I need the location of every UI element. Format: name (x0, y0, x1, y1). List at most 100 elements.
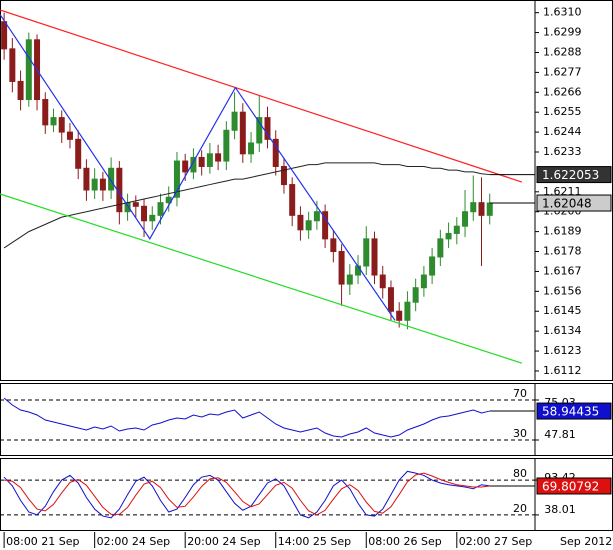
candle-body (157, 202, 164, 216)
candle-body (248, 142, 255, 155)
candle-body (141, 205, 148, 222)
candle-body (25, 39, 32, 101)
candle-body (338, 251, 345, 285)
candle-body (280, 165, 287, 186)
candle-body (346, 274, 353, 285)
candle-body (379, 274, 386, 289)
candle-body (420, 274, 427, 289)
candle-body (272, 138, 279, 167)
candle-body (206, 153, 213, 167)
value-box-label: 69.80792 (542, 479, 599, 493)
candle-body (66, 131, 73, 140)
trend-line (0, 14, 396, 321)
candle-body (396, 310, 403, 321)
level-label: 80 (513, 467, 527, 480)
candle-body (470, 202, 477, 213)
y-tick-label: 1.6255 (543, 105, 582, 118)
candle-body (182, 160, 189, 173)
candle-body (17, 80, 24, 101)
x-tick-label: 02:00 27 Sep (459, 535, 532, 548)
range-label: 47.81 (544, 428, 576, 441)
candle-body (404, 301, 411, 321)
y-tick-label: 1.6167 (543, 264, 582, 277)
candle-body (9, 48, 16, 82)
y-tick-label: 1.6178 (543, 245, 582, 258)
level-label: 70 (513, 387, 527, 400)
y-tick-label: 1.6244 (543, 125, 582, 138)
candle-body (289, 184, 296, 216)
candle-body (412, 287, 419, 303)
candle-body (478, 202, 485, 216)
candle-body (173, 160, 180, 198)
candle-body (462, 211, 469, 227)
candle-body (99, 178, 106, 191)
trend-line (0, 9, 523, 183)
candle-body (108, 167, 115, 191)
value-box-label: 58.94435 (542, 405, 599, 419)
candle-body (297, 214, 304, 231)
candle-body (149, 214, 156, 222)
candle-body (322, 211, 329, 240)
candle-body (445, 232, 452, 240)
candle-body (256, 117, 263, 144)
y-tick-label: 1.6266 (543, 85, 582, 98)
candle-body (215, 153, 222, 162)
y-tick-label: 1.6310 (543, 6, 582, 19)
y-tick-label: 1.6299 (543, 26, 582, 39)
x-tick-label: 08:00 21 Sep (6, 535, 79, 548)
candle-body (132, 202, 139, 207)
period-label: Sep 2012 (560, 535, 612, 548)
moving-average (3, 162, 490, 249)
value-box-label: 1.62048 (542, 197, 592, 211)
candle-body (223, 129, 230, 162)
x-tick-label: 20:00 24 Sep (187, 535, 260, 548)
value-box-label: 1.622053 (542, 168, 599, 182)
candle-body (363, 238, 370, 267)
y-tick-label: 1.6123 (543, 344, 582, 357)
candle-body (330, 238, 337, 253)
candle-body (198, 156, 205, 167)
y-tick-label: 1.6156 (543, 284, 582, 297)
candle-body (1, 21, 8, 50)
level-label: 20 (513, 502, 527, 515)
range-label: 38.01 (544, 503, 576, 516)
y-tick-label: 1.6189 (543, 225, 582, 238)
y-tick-label: 1.6277 (543, 65, 582, 78)
candle-body (75, 138, 82, 169)
candle-body (429, 256, 436, 276)
y-tick-label: 1.6112 (543, 364, 582, 377)
value-box (536, 477, 612, 495)
y-tick-label: 1.6134 (543, 324, 582, 337)
candle-body (437, 238, 444, 258)
candle-body (190, 156, 197, 173)
indicator-line (3, 470, 490, 519)
y-tick-label: 1.6233 (543, 145, 582, 158)
candle-body (486, 202, 493, 216)
candle-body (264, 117, 271, 140)
value-box (536, 166, 612, 184)
y-tick-label: 1.6145 (543, 304, 582, 317)
candle-body (313, 211, 320, 222)
x-tick-label: 14:00 25 Sep (278, 535, 351, 548)
candle-body (42, 99, 49, 126)
candle-body (83, 167, 90, 191)
x-tick-label: 08:00 26 Sep (368, 535, 441, 548)
value-box (536, 402, 612, 420)
y-tick-label: 1.6288 (543, 45, 582, 58)
candle-body (453, 225, 460, 234)
candle-body (371, 238, 378, 276)
candle-body (91, 178, 98, 191)
value-box (536, 194, 612, 212)
indicator-line (3, 397, 490, 438)
trend-line (0, 193, 523, 364)
candle-body (239, 111, 246, 155)
candle-body (58, 117, 65, 133)
candle-body (305, 220, 312, 231)
candle-body (231, 111, 238, 131)
indicator-line (4, 472, 490, 516)
candle-body (50, 117, 57, 126)
x-tick-label: 02:00 24 Sep (97, 535, 170, 548)
candle-body (387, 287, 394, 312)
level-label: 30 (513, 427, 527, 440)
